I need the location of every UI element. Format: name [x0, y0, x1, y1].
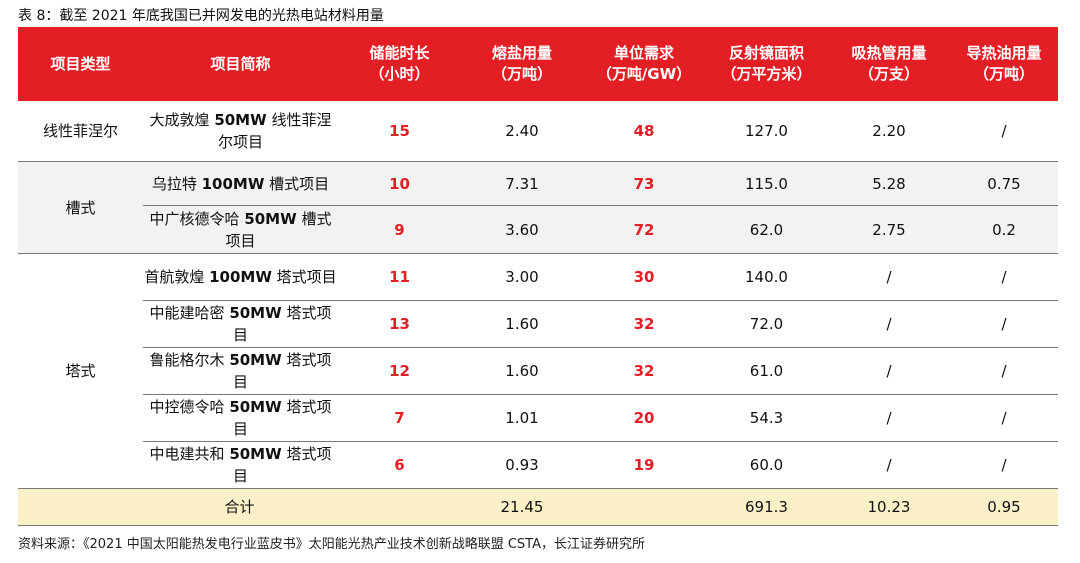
thermal-oil-cell: / — [950, 394, 1058, 442]
project-name-cell: 乌拉特 100MW 槽式项目 — [143, 161, 338, 206]
mirror-area-cell: 127.0 — [705, 101, 828, 162]
total-receiver-tubes: 10.23 — [828, 488, 950, 526]
unit-demand-cell: 48 — [583, 101, 705, 162]
storage-hours-cell: 11 — [338, 253, 461, 301]
molten-salt-cell: 0.93 — [461, 441, 583, 489]
thermal-oil-cell: / — [950, 441, 1058, 489]
storage-hours-cell: 10 — [338, 161, 461, 206]
unit-demand-cell: 19 — [583, 441, 705, 489]
thermal-oil-cell: 0.75 — [950, 161, 1058, 206]
project-name-cell: 中广核德令哈 50MW 槽式项目 — [143, 205, 338, 254]
unit-demand-cell: 20 — [583, 394, 705, 442]
header-receiver-tubes: 吸热管用量 （万支） — [828, 27, 950, 101]
storage-hours-cell: 7 — [338, 394, 461, 442]
header-thermal-oil: 导热油用量 （万吨） — [950, 27, 1058, 101]
unit-demand-cell: 30 — [583, 253, 705, 301]
mirror-area-cell: 72.0 — [705, 300, 828, 348]
header-mirror-area: 反射镜面积 （万平方米） — [705, 27, 828, 101]
molten-salt-cell: 3.60 — [461, 205, 583, 254]
header-molten-salt: 熔盐用量 （万吨） — [461, 27, 583, 101]
thermal-oil-cell: 0.2 — [950, 205, 1058, 254]
table-row: 中控德令哈 50MW 塔式项目 7 1.01 20 54.3 / / — [18, 394, 1058, 442]
project-name-cell: 大成敦煌 50MW 线性菲涅尔项目 — [143, 101, 338, 162]
receiver-tubes-cell: / — [828, 441, 950, 489]
table-row: 中能建哈密 50MW 塔式项目 13 1.60 32 72.0 / / — [18, 300, 1058, 348]
molten-salt-cell: 1.01 — [461, 394, 583, 442]
project-name-cell: 中控德令哈 50MW 塔式项目 — [143, 394, 338, 442]
header-project-type: 项目类型 — [18, 27, 143, 101]
molten-salt-cell: 3.00 — [461, 253, 583, 301]
storage-hours-cell: 13 — [338, 300, 461, 348]
table-row: 槽式 乌拉特 100MW 槽式项目 10 7.31 73 115.0 5.28 … — [18, 161, 1058, 254]
project-type-cell: 线性菲涅尔 — [18, 101, 143, 162]
table-row: 线性菲涅尔 大成敦煌 50MW 线性菲涅尔项目 15 2.40 48 127.0… — [18, 101, 1058, 162]
thermal-oil-cell: / — [950, 101, 1058, 162]
mirror-area-cell: 61.0 — [705, 347, 828, 395]
molten-salt-cell: 1.60 — [461, 300, 583, 348]
header-row: 项目类型 项目简称 储能时长 （小时） 熔盐用量 （万吨） 单位需求 （万吨/GW） … — [18, 27, 1058, 101]
materials-table: 项目类型 项目简称 储能时长 （小时） 熔盐用量 （万吨） 单位需求 （万吨/GW） … — [18, 27, 1058, 526]
receiver-tubes-cell: 2.20 — [828, 101, 950, 162]
project-name-cell: 首航敦煌 100MW 塔式项目 — [143, 253, 338, 301]
source-note: 资料来源：《2021 中国太阳能热发电行业蓝皮书》太阳能光热产业技术创新战略联盟… — [18, 537, 646, 552]
table-row: 塔式 首航敦煌 100MW 塔式项目 11 3.00 30 140.0 / / — [18, 253, 1058, 489]
unit-demand-cell: 73 — [583, 161, 705, 206]
receiver-tubes-cell: / — [828, 394, 950, 442]
project-type-cell: 槽式 — [18, 161, 143, 254]
total-molten-salt: 21.45 — [461, 488, 583, 526]
mirror-area-cell: 115.0 — [705, 161, 828, 206]
storage-hours-cell: 6 — [338, 441, 461, 489]
receiver-tubes-cell: 5.28 — [828, 161, 950, 206]
total-row: 合计 21.45 691.3 10.23 0.95 — [18, 488, 1058, 526]
project-type-cell: 塔式 — [18, 253, 143, 489]
thermal-oil-cell: / — [950, 253, 1058, 301]
mirror-area-cell: 62.0 — [705, 205, 828, 254]
receiver-tubes-cell: / — [828, 300, 950, 348]
mirror-area-cell: 60.0 — [705, 441, 828, 489]
receiver-tubes-cell: / — [828, 347, 950, 395]
unit-demand-cell: 72 — [583, 205, 705, 254]
mirror-area-cell: 140.0 — [705, 253, 828, 301]
table-row: 鲁能格尔木 50MW 塔式项目 12 1.60 32 61.0 / / — [18, 347, 1058, 395]
storage-hours-cell: 15 — [338, 101, 461, 162]
mirror-area-cell: 54.3 — [705, 394, 828, 442]
unit-demand-cell: 32 — [583, 347, 705, 395]
project-name-cell: 中电建共和 50MW 塔式项目 — [143, 441, 338, 489]
table-caption: 表 8：截至 2021 年底我国已并网发电的光热电站材料用量 — [18, 8, 384, 24]
total-label: 合计 — [18, 488, 461, 526]
storage-hours-cell: 12 — [338, 347, 461, 395]
header-storage-hours: 储能时长 （小时） — [338, 27, 461, 101]
thermal-oil-cell: / — [950, 300, 1058, 348]
total-unit-demand — [583, 488, 705, 526]
header-unit-demand: 单位需求 （万吨/GW） — [583, 27, 705, 101]
thermal-oil-cell: / — [950, 347, 1058, 395]
project-name-cell: 鲁能格尔木 50MW 塔式项目 — [143, 347, 338, 395]
storage-hours-cell: 9 — [338, 205, 461, 254]
table-row: 中电建共和 50MW 塔式项目 6 0.93 19 60.0 / / — [18, 441, 1058, 489]
total-mirror-area: 691.3 — [705, 488, 828, 526]
receiver-tubes-cell: 2.75 — [828, 205, 950, 254]
total-thermal-oil: 0.95 — [950, 488, 1058, 526]
table-row: 中广核德令哈 50MW 槽式项目 9 3.60 72 62.0 2.75 0.2 — [18, 205, 1058, 254]
receiver-tubes-cell: / — [828, 253, 950, 301]
molten-salt-cell: 1.60 — [461, 347, 583, 395]
project-name-cell: 中能建哈密 50MW 塔式项目 — [143, 300, 338, 348]
header-project-name: 项目简称 — [143, 27, 338, 101]
molten-salt-cell: 2.40 — [461, 101, 583, 162]
unit-demand-cell: 32 — [583, 300, 705, 348]
molten-salt-cell: 7.31 — [461, 161, 583, 206]
